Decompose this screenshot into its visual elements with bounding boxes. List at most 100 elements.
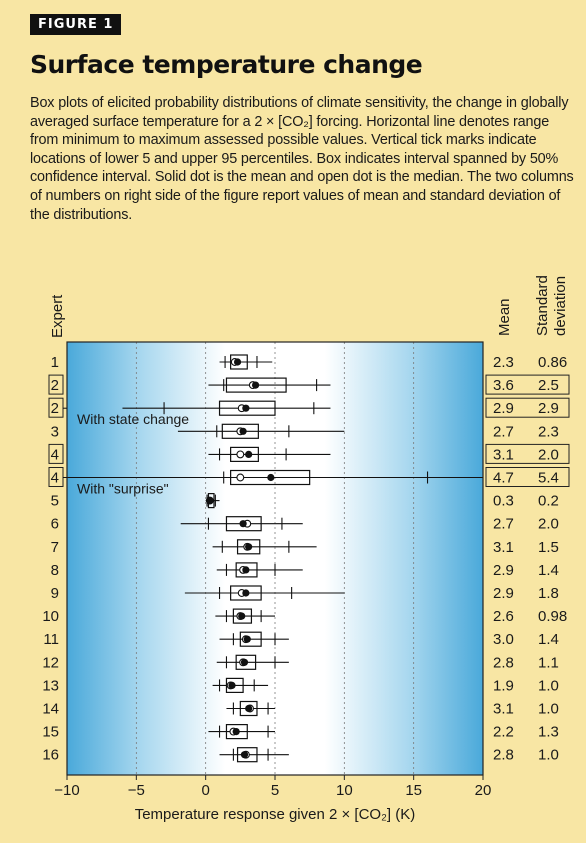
mean-dot	[206, 497, 214, 505]
sd-value: 0.86	[538, 354, 567, 371]
chart-marks: With state change With "surprise"	[67, 354, 483, 763]
iqr-box	[232, 608, 253, 624]
box-row	[226, 700, 275, 717]
iqr-box	[230, 469, 311, 486]
gridlines	[135, 342, 415, 775]
mean-dot	[233, 358, 242, 366]
sd-value: 1.0	[538, 701, 559, 718]
expert-label: 12	[42, 654, 59, 671]
iqr-box	[225, 723, 248, 740]
mean-value: 3.1	[493, 446, 514, 463]
iqr-box	[218, 400, 276, 416]
box-row	[215, 608, 275, 624]
sd-value: 1.4	[538, 631, 559, 648]
row-annotation: With state change	[77, 411, 189, 427]
sd-value: 1.4	[538, 562, 559, 579]
sd-value: 0.2	[538, 493, 559, 510]
sd-value: 1.1	[538, 654, 559, 671]
mean-value: 2.6	[493, 608, 514, 625]
sd-header-line2: deviation	[552, 276, 569, 336]
mean-dot	[251, 381, 260, 389]
sd-value: 2.0	[538, 446, 559, 463]
mean-dot	[239, 520, 247, 528]
mean-value: 2.9	[493, 585, 514, 602]
stats-columns: Mean Standard deviation 2.3 0.86 3.6 2.5 2.9 2.9…	[485, 275, 570, 764]
sd-header-line1: Standard	[534, 275, 551, 336]
x-tick-label: −10	[54, 782, 79, 799]
box-row	[177, 423, 345, 439]
expert-label: 9	[51, 585, 59, 602]
box-row	[180, 516, 303, 532]
iqr-box	[235, 562, 258, 578]
mean-dot	[245, 543, 253, 551]
mean-dot	[242, 589, 250, 597]
mean-value: 0.3	[493, 493, 514, 510]
iqr-box	[225, 516, 262, 532]
box-row	[219, 354, 273, 370]
mean-dot	[240, 658, 249, 666]
iqr-box	[230, 354, 248, 370]
mean-dot	[243, 635, 251, 643]
iqr-box	[230, 446, 259, 462]
iqr-box	[236, 539, 261, 555]
mean-value: 2.8	[493, 747, 514, 764]
x-axis-label: Temperature response given 2 × [CO₂] (K)	[135, 806, 416, 823]
sd-value: 5.4	[538, 470, 559, 487]
mean-dot	[267, 473, 275, 482]
sd-value: 2.9	[538, 400, 559, 417]
expert-group-box	[48, 443, 64, 464]
sd-value: 2.0	[538, 516, 559, 533]
expert-label: 1	[51, 354, 59, 371]
expert-label: 11	[43, 631, 59, 648]
box-row	[219, 747, 289, 763]
mean-value: 2.2	[493, 724, 514, 741]
mean-value: 2.7	[493, 516, 514, 533]
mean-dot	[239, 427, 247, 435]
x-tick-label: 10	[336, 782, 353, 799]
stats-group-box	[485, 443, 570, 464]
mean-dot	[245, 704, 253, 713]
mean-value: 3.6	[493, 377, 514, 394]
box-row	[208, 377, 331, 393]
mean-dot	[232, 728, 240, 736]
expert-label: 2	[51, 400, 59, 417]
mean-value: 2.7	[493, 423, 514, 440]
sd-value: 1.0	[538, 677, 559, 694]
figure-title: Surface temperature change	[30, 50, 423, 79]
box-row	[208, 723, 275, 740]
x-tick-label: 5	[271, 782, 279, 799]
median-dot	[236, 450, 245, 459]
iqr-box	[225, 677, 244, 694]
box-row	[212, 677, 269, 694]
box-row: With "surprise"	[67, 469, 483, 497]
stats-group-box	[485, 397, 570, 418]
mean-value: 3.1	[493, 539, 514, 556]
iqr-box	[239, 700, 258, 717]
iqr-box	[221, 423, 259, 439]
box-row	[205, 493, 220, 509]
x-tick-label: 15	[405, 782, 422, 799]
y-axis-label: Expert	[49, 294, 66, 338]
mean-value: 3.1	[493, 701, 514, 718]
mean-dot	[228, 681, 236, 690]
expert-label: 13	[42, 677, 59, 694]
iqr-box	[236, 747, 258, 763]
box-row	[219, 631, 289, 647]
expert-label: 4	[51, 446, 59, 463]
figure-label: FIGURE 1	[30, 14, 122, 35]
mean-value: 2.9	[493, 562, 514, 579]
mean-dot	[242, 566, 250, 574]
sd-value: 1.3	[538, 724, 559, 741]
mean-value: 3.0	[493, 631, 514, 648]
sd-value: 2.3	[538, 423, 559, 440]
x-tick-label: 0	[201, 782, 209, 799]
median-dot	[236, 473, 245, 482]
expert-label: 4	[51, 470, 59, 487]
expert-label: 6	[51, 516, 59, 533]
x-tick-label: 20	[475, 782, 492, 799]
mean-value: 4.7	[493, 470, 514, 487]
box-row	[216, 562, 303, 578]
mean-value: 2.9	[493, 400, 514, 417]
expert-label: 10	[42, 608, 59, 625]
figure-caption: Box plots of elicited probability distri…	[30, 95, 574, 223]
